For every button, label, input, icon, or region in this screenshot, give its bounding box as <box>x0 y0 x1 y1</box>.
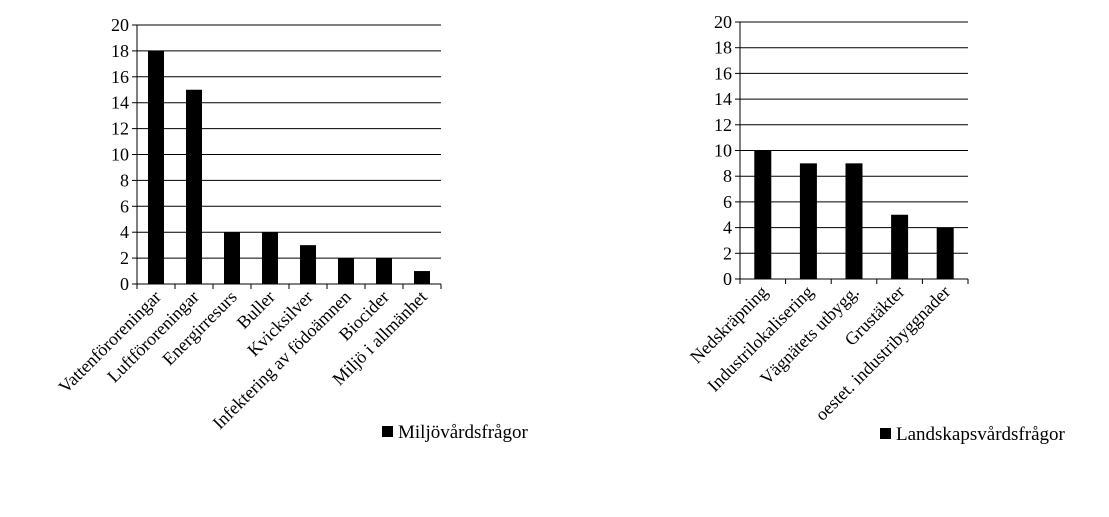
bar <box>414 271 430 284</box>
bar <box>845 163 863 279</box>
y-tick-label: 12 <box>714 115 732 135</box>
legend-swatch <box>880 428 891 439</box>
bar <box>936 227 954 279</box>
y-tick-label: 10 <box>714 141 732 161</box>
bar <box>799 163 817 279</box>
bar <box>376 258 392 284</box>
bar <box>891 214 909 279</box>
y-tick-label: 4 <box>120 222 129 242</box>
y-tick-label: 2 <box>723 243 732 263</box>
y-tick-label: 4 <box>723 218 732 238</box>
bar <box>186 89 202 284</box>
y-tick-label: 16 <box>714 63 732 83</box>
y-tick-label: 14 <box>714 89 732 109</box>
y-tick-label: 18 <box>111 41 129 61</box>
y-tick-label: 14 <box>111 93 129 113</box>
category-label: Nedskräpning <box>686 282 772 368</box>
y-tick-label: 0 <box>723 269 732 289</box>
y-tick-label: 18 <box>714 38 732 58</box>
bar <box>338 258 354 284</box>
bar <box>148 50 164 285</box>
chart-miljovardsfragor: 02468101214161820VattenföroreningarLuftf… <box>55 15 529 443</box>
legend-label: Miljövårdsfrågor <box>398 422 528 443</box>
y-tick-label: 20 <box>111 15 129 35</box>
y-tick-label: 8 <box>723 166 732 186</box>
bar <box>300 245 316 284</box>
y-tick-label: 10 <box>111 145 129 165</box>
y-tick-label: 20 <box>714 12 732 32</box>
y-tick-label: 16 <box>111 67 129 87</box>
y-tick-label: 6 <box>723 192 732 212</box>
legend-swatch <box>382 426 393 437</box>
y-tick-label: 6 <box>120 196 129 216</box>
bar <box>754 150 772 279</box>
y-tick-label: 8 <box>120 170 129 190</box>
y-tick-label: 0 <box>120 274 129 294</box>
y-tick-label: 12 <box>111 119 129 139</box>
y-tick-label: 2 <box>120 248 129 268</box>
bar <box>224 232 240 284</box>
chart-landskapsvardsfragor: 02468101214161820NedskräpningIndustrilok… <box>686 12 1065 445</box>
bar <box>262 232 278 284</box>
legend-label: Landskapsvårdsfrågor <box>896 424 1066 445</box>
